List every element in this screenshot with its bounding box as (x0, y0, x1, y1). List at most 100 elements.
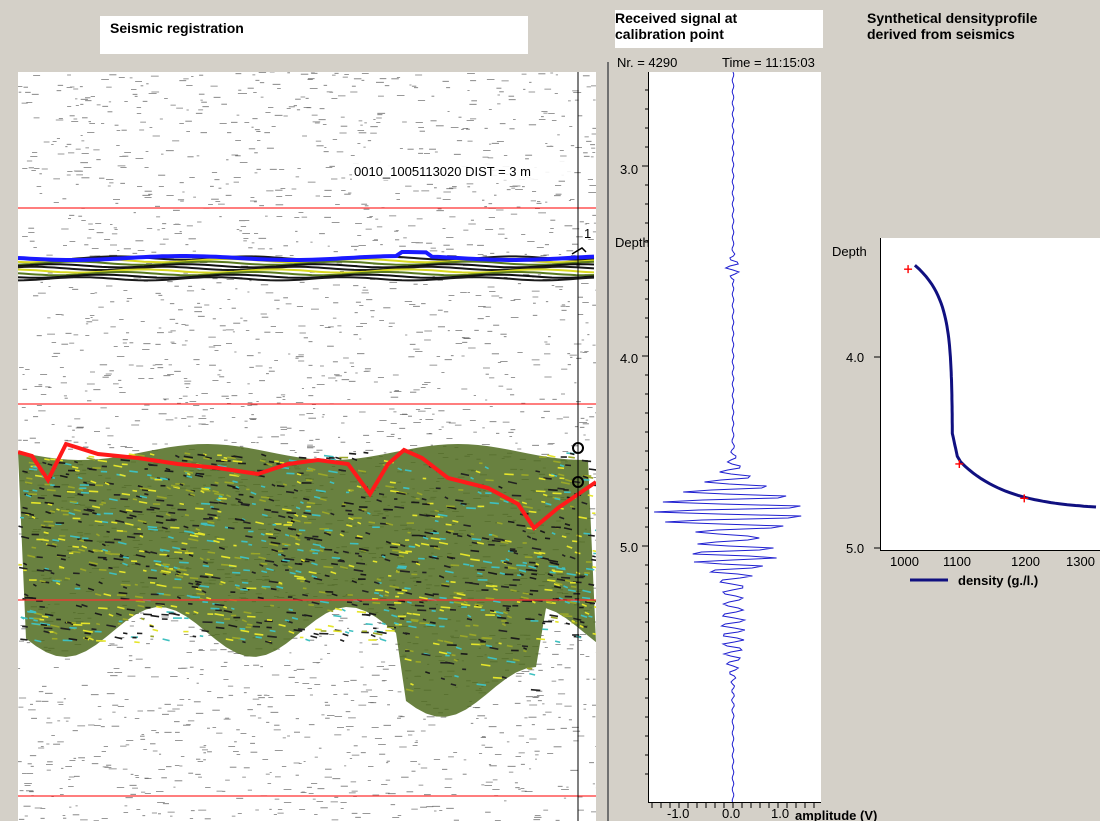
bottom-band-stroke (388, 606, 397, 610)
bottom-band-stroke (241, 581, 249, 584)
bottom-band-stroke (529, 576, 537, 580)
bottom-band-stroke (137, 527, 142, 531)
bottom-band-stroke (218, 495, 223, 498)
bottom-reflector-band (18, 444, 596, 717)
seismic-registration-panel[interactable]: 1 0010_1005113020 DIST = 3 m (18, 72, 596, 821)
bottom-band-stroke (196, 592, 205, 596)
calibration-marker[interactable] (904, 265, 913, 274)
signal-plot-area[interactable] (648, 72, 821, 803)
bottom-band-stroke (164, 470, 174, 473)
bottom-band-stroke (345, 509, 352, 512)
bottom-band-stroke (162, 572, 167, 576)
bottom-band-stroke (258, 556, 267, 560)
bottom-band-stroke (581, 459, 589, 463)
bottom-band-stroke (466, 534, 472, 538)
bottom-band-stroke (94, 520, 103, 523)
bottom-band-stroke (175, 574, 184, 578)
bottom-band-stroke (584, 573, 589, 576)
bottom-band-stroke (552, 570, 563, 573)
bottom-band-stroke (188, 582, 194, 585)
bottom-band-stroke (148, 528, 158, 531)
bottom-band-stroke (278, 623, 286, 627)
bottom-band-stroke (214, 613, 225, 617)
calibration-marker[interactable] (1020, 494, 1029, 503)
bottom-band-stroke (119, 473, 126, 477)
bottom-band-stroke (297, 548, 304, 552)
bottom-band-stroke (156, 499, 165, 502)
signal-ytick-3: 3.0 (620, 162, 638, 177)
calibration-marker[interactable] (955, 459, 964, 468)
bottom-band-stroke (556, 578, 566, 582)
bottom-band-stroke (572, 480, 581, 484)
bottom-band-stroke (195, 507, 204, 510)
bottom-band-stroke (347, 513, 354, 516)
bottom-band-stroke (268, 580, 279, 584)
bottom-band-stroke (58, 538, 66, 541)
bottom-band-stroke (346, 524, 353, 528)
bottom-band-stroke (315, 489, 326, 493)
bottom-band-stroke (199, 635, 204, 638)
bottom-band-stroke (520, 596, 526, 599)
bottom-band-stroke (310, 635, 318, 639)
bottom-band-stroke (523, 647, 528, 651)
bottom-band-stroke (221, 563, 229, 566)
bottom-band-stroke (502, 604, 512, 608)
bottom-band-stroke (447, 529, 454, 533)
bottom-band-stroke (172, 546, 181, 550)
bottom-band-stroke (216, 498, 222, 502)
bottom-band-stroke (259, 563, 264, 568)
density-xtick-1200: 1200 (1011, 554, 1040, 569)
bottom-band-stroke (159, 549, 164, 552)
bottom-band-stroke (397, 491, 407, 495)
bottom-band-stroke (120, 498, 128, 501)
bottom-band-stroke (365, 623, 373, 626)
bottom-band-stroke (358, 547, 369, 552)
bottom-band-stroke (395, 588, 402, 591)
bottom-band-stroke (134, 595, 144, 599)
bottom-band-stroke (307, 467, 316, 471)
bottom-band-stroke (557, 466, 565, 470)
bottom-band-stroke (406, 601, 412, 604)
bottom-band-stroke (241, 619, 247, 623)
bottom-band-stroke (108, 566, 113, 570)
bottom-band-stroke (119, 570, 126, 574)
bottom-band-stroke (293, 629, 303, 632)
bottom-band-stroke (281, 543, 291, 546)
calibration-circle-upper[interactable] (572, 442, 584, 454)
bottom-band-stroke (284, 533, 290, 537)
bottom-band-stroke (591, 558, 596, 562)
bottom-band-stroke (563, 527, 573, 531)
bottom-band-stroke (372, 560, 378, 563)
bottom-band-stroke (296, 480, 302, 485)
bottom-band-stroke (404, 658, 412, 662)
bottom-band-stroke (201, 502, 211, 505)
bottom-band-stroke (286, 511, 297, 515)
signal-xtick-0: 0.0 (722, 806, 740, 821)
bottom-band-stroke (460, 472, 470, 477)
bottom-band-stroke (135, 495, 143, 499)
bottom-band-stroke (270, 541, 281, 545)
bottom-band-stroke (225, 638, 234, 642)
bottom-band-stroke (109, 572, 117, 576)
bottom-band-stroke (353, 569, 364, 572)
bottom-band-stroke (179, 483, 184, 487)
bottom-band-stroke (432, 642, 440, 646)
bottom-band-stroke (82, 629, 93, 633)
calibration-circle-lower[interactable] (572, 476, 584, 488)
bottom-band-stroke (276, 484, 285, 488)
density-plot-area[interactable] (880, 238, 1100, 551)
bottom-band-stroke (328, 470, 338, 474)
bottom-band-stroke (491, 534, 498, 538)
bottom-band-stroke (342, 550, 349, 554)
bottom-band-stroke (337, 560, 345, 563)
bottom-band-stroke (550, 562, 560, 566)
bottom-band-stroke (569, 505, 574, 508)
bottom-band-stroke (202, 453, 207, 456)
bottom-band-stroke (305, 558, 315, 562)
bottom-band-stroke (321, 511, 330, 515)
bottom-band-stroke (212, 490, 219, 494)
bottom-band-stroke (210, 483, 218, 487)
bottom-band-stroke (201, 489, 211, 492)
bottom-band-stroke (489, 609, 495, 612)
density-ytick-5: 5.0 (846, 541, 864, 556)
